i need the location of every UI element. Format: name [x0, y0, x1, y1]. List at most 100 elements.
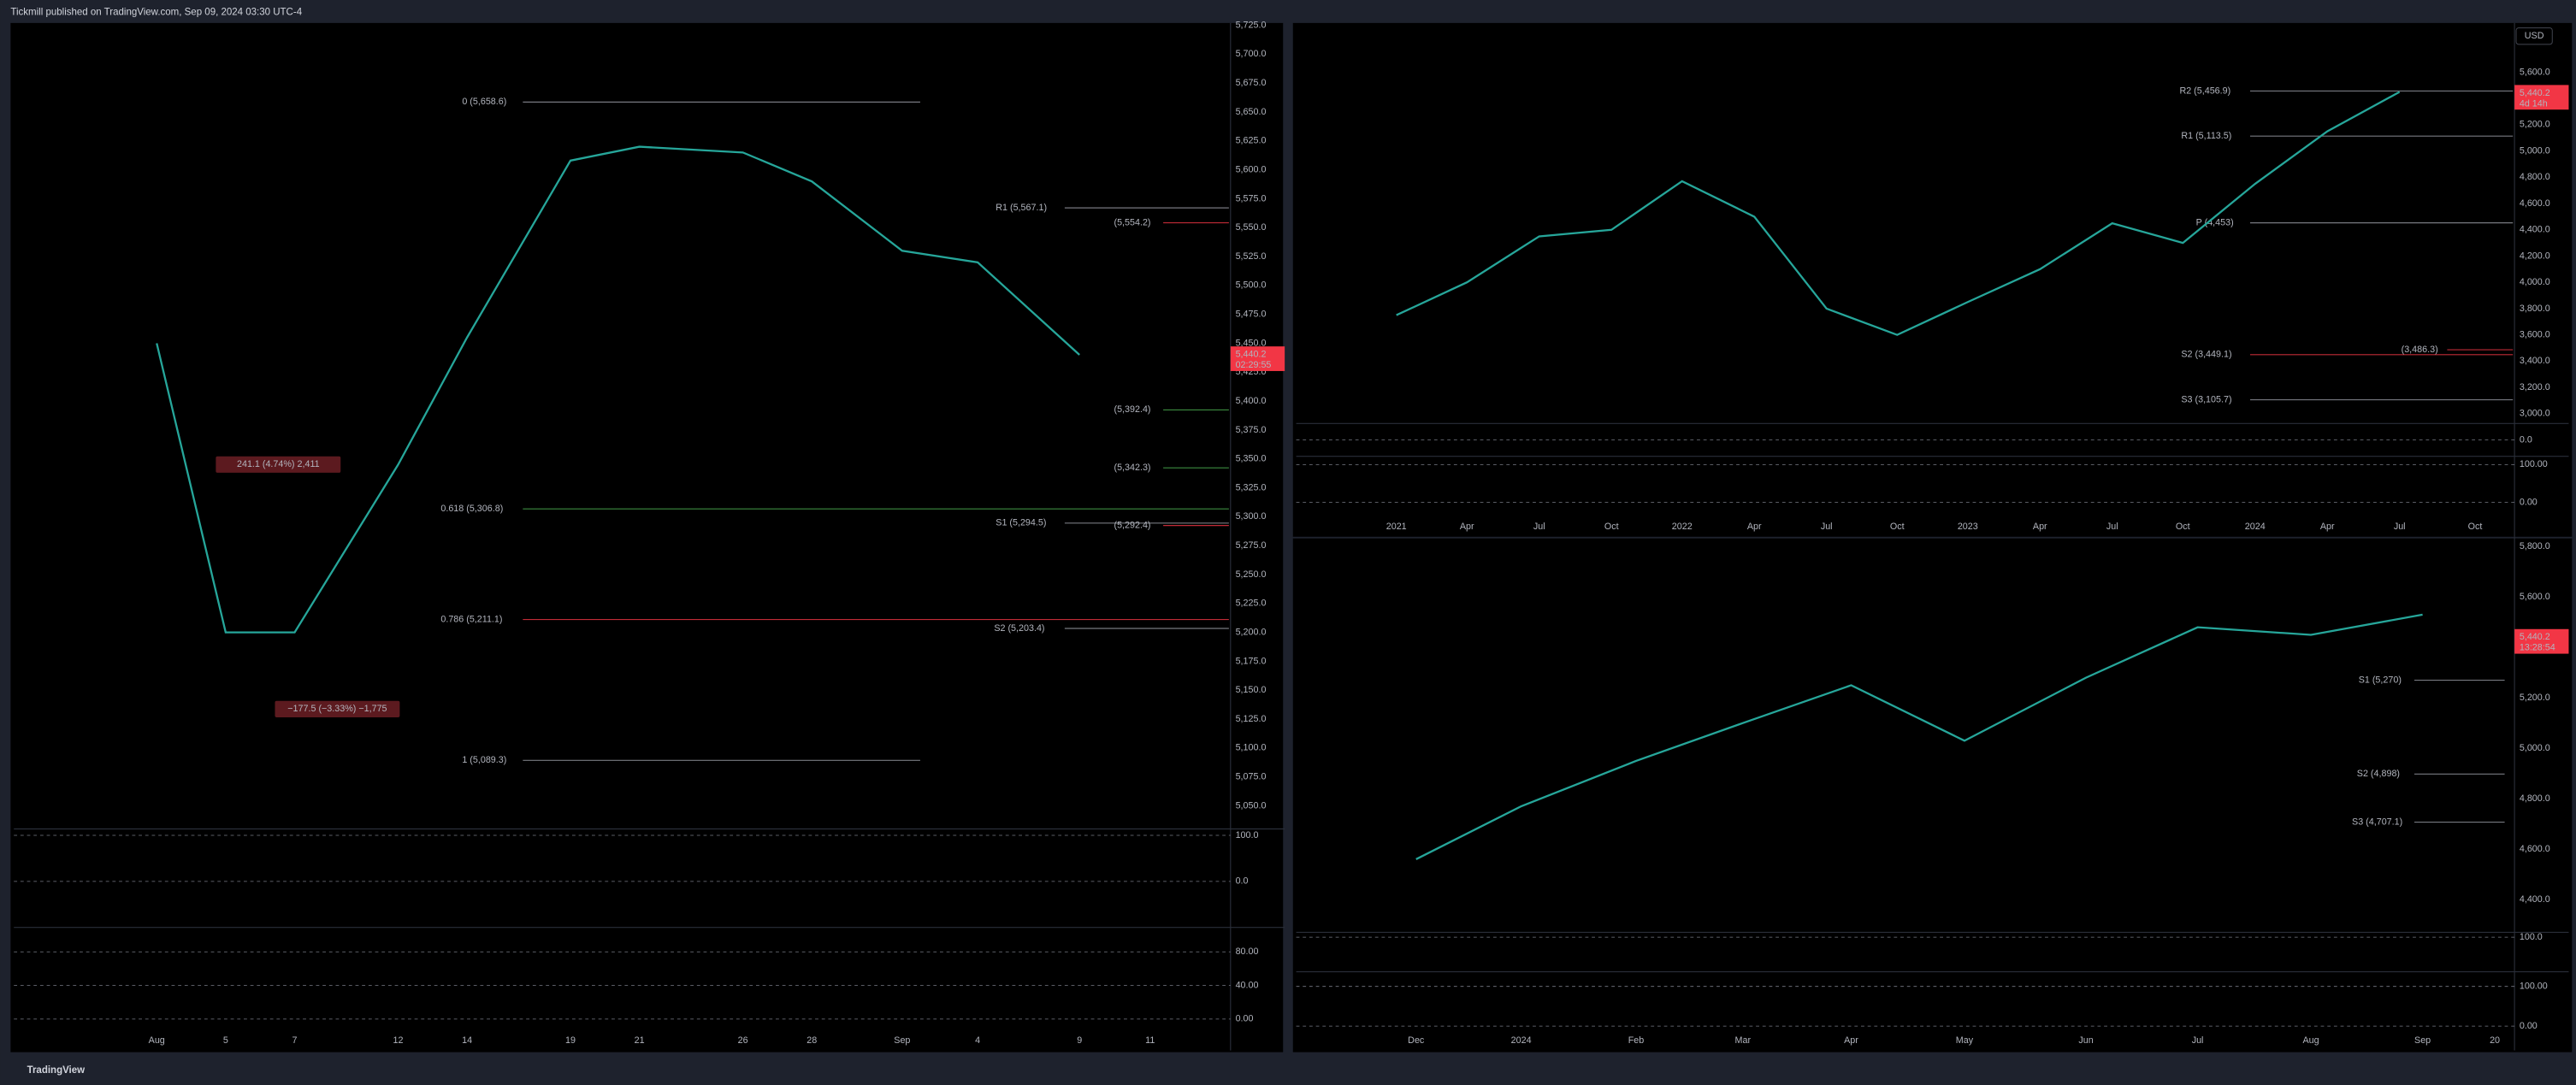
level-label: S2 (4,898)	[2357, 769, 2400, 779]
price-label: 5,440.2	[1236, 350, 1267, 360]
osc-tick-label: 100.0	[2520, 932, 2543, 942]
osc-tick-label: 40.00	[1236, 980, 1259, 990]
x-tick-label: Oct	[1890, 522, 1905, 532]
osc-tick-label: 100.00	[2520, 459, 2548, 469]
measure-label: −177.5 (−3.33%) −1,775	[287, 704, 387, 714]
x-tick-label: 12	[393, 1035, 403, 1046]
y-tick-label: 5,600.0	[2520, 592, 2550, 602]
level-label: R1 (5,567.1)	[996, 203, 1047, 213]
y-tick-label: 5,675.0	[1236, 78, 1267, 88]
y-tick-label: 5,000.0	[2520, 145, 2550, 156]
panel-top-right	[1292, 22, 2573, 537]
y-tick-label: 5,625.0	[1236, 136, 1267, 146]
x-tick-label: 2024	[1511, 1035, 1532, 1046]
level-label: S3 (3,105.7)	[2181, 394, 2231, 404]
y-tick-label: 5,175.0	[1236, 656, 1267, 666]
y-tick-label: 3,600.0	[2520, 329, 2550, 339]
level-label: S1 (5,270)	[2359, 675, 2402, 685]
x-tick-label: Sep	[2414, 1035, 2431, 1046]
level-label: (3,486.3)	[2402, 345, 2438, 355]
y-tick-label: 5,600.0	[2520, 67, 2550, 77]
charts: 5,725.0 5,700.0 5,675.0 5,650.0 5,625.0 5,600…	[14, 20, 2569, 1051]
osc-tick-label: 0.00	[2520, 497, 2538, 507]
x-tick-label: Apr	[1747, 522, 1762, 532]
level-label: (5,292.4)	[1114, 520, 1150, 530]
osc-tick-label: 0.0	[1236, 876, 1249, 887]
x-tick-label: 2022	[1672, 522, 1693, 532]
y-tick-label: 5,800.0	[2520, 541, 2550, 551]
y-tick-label: 5,550.0	[1236, 222, 1267, 233]
y-tick-label: 5,050.0	[1236, 800, 1267, 811]
osc-tick-label: 0.0	[2520, 434, 2532, 445]
x-tick-label: Oct	[2468, 522, 2483, 532]
y-tick-label: 4,800.0	[2520, 172, 2550, 182]
y-tick-label: 5,200.0	[1236, 627, 1267, 637]
level-label: (5,554.2)	[1114, 217, 1150, 227]
level-label: (5,392.4)	[1114, 404, 1150, 415]
y-tick-label: 3,800.0	[2520, 304, 2550, 314]
level-label: 0.786 (5,211.1)	[440, 614, 502, 624]
y-tick-label: 5,200.0	[2520, 693, 2550, 703]
y-tick-label: 5,525.0	[1236, 251, 1267, 262]
y-tick-label: 4,600.0	[2520, 844, 2550, 854]
x-tick-label: Apr	[1844, 1035, 1858, 1046]
price-line	[1396, 91, 2401, 336]
y-tick-label: 5,125.0	[1236, 714, 1267, 724]
x-tick-label: Jun	[2078, 1035, 2093, 1046]
x-tick-label: May	[1956, 1035, 1974, 1046]
x-tick-label: Aug	[149, 1035, 165, 1046]
x-tick-label: 26	[738, 1035, 748, 1046]
y-tick-label: 4,000.0	[2520, 277, 2550, 287]
x-tick-label: 2024	[2245, 522, 2266, 532]
y-tick-label: 5,725.0	[1236, 20, 1267, 30]
osc-tick-label: 100.00	[2520, 982, 2548, 992]
y-tick-label: 5,275.0	[1236, 540, 1267, 551]
y-tick-label: 5,600.0	[1236, 164, 1267, 174]
price-label-box	[1230, 346, 1285, 371]
y-tick-label: 4,600.0	[2520, 198, 2550, 209]
x-tick-label: 21	[635, 1035, 645, 1046]
price-line	[1415, 613, 2423, 860]
x-tick-label: 19	[565, 1035, 576, 1046]
level-label: 1 (5,089.3)	[462, 755, 506, 765]
x-tick-label: Feb	[1628, 1035, 1645, 1046]
y-tick-label: 5,400.0	[1236, 396, 1267, 406]
y-tick-label: 4,200.0	[2520, 251, 2550, 261]
measure-label: 241.1 (4.74%) 2,411	[237, 459, 320, 469]
osc-tick-label: 0.00	[1236, 1014, 1254, 1024]
x-tick-label: 4	[975, 1035, 980, 1046]
panel-left	[10, 22, 1284, 1053]
x-tick-label: Sep	[894, 1035, 910, 1046]
panel-bottom-right	[1292, 538, 2573, 1053]
x-tick-label: Jul	[2394, 522, 2406, 532]
countdown: 4d 14h	[2520, 98, 2548, 109]
currency-label: USD	[2525, 31, 2544, 41]
level-label: 0.618 (5,306.8)	[440, 504, 503, 514]
level-label: 0 (5,658.6)	[462, 97, 506, 107]
x-tick-label: Aug	[2302, 1035, 2319, 1046]
x-tick-label: Jul	[2106, 522, 2118, 532]
y-tick-label: 5,225.0	[1236, 599, 1267, 609]
x-tick-label: 9	[1077, 1035, 1082, 1046]
y-tick-label: 5,150.0	[1236, 685, 1267, 695]
x-tick-label: 5	[223, 1035, 228, 1046]
y-tick-label: 4,400.0	[2520, 225, 2550, 235]
osc-tick-label: 100.0	[1236, 830, 1259, 840]
price-line	[156, 145, 1080, 634]
y-tick-label: 5,375.0	[1236, 425, 1267, 435]
footer-brand: TradingView	[27, 1065, 86, 1076]
x-tick-label: Oct	[2176, 522, 2190, 532]
y-tick-label: 5,000.0	[2520, 743, 2550, 753]
x-tick-label: Apr	[2033, 522, 2047, 532]
osc-tick-label: 80.00	[1236, 946, 1259, 957]
level-label: R2 (5,456.9)	[2179, 86, 2230, 96]
price-label: 5,440.2	[2520, 632, 2550, 642]
y-tick-label: 5,700.0	[1236, 49, 1267, 59]
y-tick-label: 4,800.0	[2520, 793, 2550, 804]
x-tick-label: 2021	[1386, 522, 1407, 532]
x-tick-label: Jul	[1533, 522, 1545, 532]
price-label-box	[2514, 628, 2569, 654]
price-label-box	[2514, 85, 2569, 110]
y-tick-label: 5,100.0	[1236, 743, 1267, 753]
